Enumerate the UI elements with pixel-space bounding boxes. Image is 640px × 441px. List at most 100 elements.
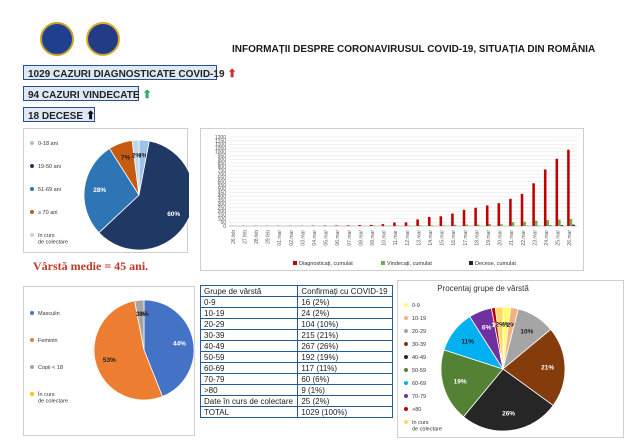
age-group-pie-data-label: 26% xyxy=(502,410,515,417)
bar-0 xyxy=(381,224,385,226)
age-group-pie-slice xyxy=(462,368,554,432)
x-tick-label: 02.mar xyxy=(289,230,295,246)
age-group-pie-data-label: 2% xyxy=(501,321,511,328)
bar-0 xyxy=(497,203,501,226)
bar-legend-label: Diagnosticați, cumulat xyxy=(299,261,353,267)
arrow-up-icon: ⬆ xyxy=(86,110,96,122)
age-group-pie-legend-label: 20-29 xyxy=(412,329,426,335)
table-row: 20-29 104 (10%) xyxy=(199,318,393,330)
y-tick-label: 700 xyxy=(218,172,227,178)
bar-0 xyxy=(555,158,559,226)
age-group-pie-legend-label: 60-69 xyxy=(412,381,426,387)
age-group-pie-legend-marker xyxy=(404,316,408,320)
x-tick-label: 10.mar xyxy=(382,230,388,246)
page-title: INFORMAȚII DESPRE CORONAVIRUSUL COVID-19… xyxy=(232,44,596,55)
bar-0 xyxy=(404,222,408,226)
x-tick-label: 24.mar xyxy=(544,230,550,246)
sex-pie-legend-label: În curs xyxy=(37,391,55,398)
age-group-table: Grupe de vârstă Confirmați cu COVID-19 0… xyxy=(199,285,393,418)
confirmed-cell: 1029 (100%) xyxy=(297,406,393,418)
age-group-cell: 60-69 xyxy=(199,362,299,374)
median-age-text: Vârstă medie = 45 ani. xyxy=(33,259,149,273)
age-pie-legend-label: ≥ 70 ani xyxy=(38,210,58,216)
bar-0 xyxy=(543,169,547,226)
table-row: 50-59 192 (19%) xyxy=(199,351,393,363)
bar-1 xyxy=(558,219,561,226)
table-header-age-group: Grupe de vârstă xyxy=(199,285,299,297)
x-tick-label: 26.mar xyxy=(567,230,573,246)
age-group-pie-legend-label: 30-39 xyxy=(412,342,426,348)
x-tick-label: 08.mar xyxy=(358,230,364,246)
age-pie-legend-label: 51-69 ani xyxy=(38,187,61,193)
sex-pie-legend-marker xyxy=(30,311,34,315)
age-group-cell: 0-9 xyxy=(199,296,299,308)
sex-pie-data-label: 3% xyxy=(136,311,146,318)
age-group-cell: TOTAL xyxy=(199,406,299,418)
recovered-count-badge: 94 CAZURI VINDECATE ⬆ xyxy=(23,86,152,101)
age-group-pie-slice xyxy=(502,328,566,407)
sex-pie-data-label: 53% xyxy=(103,357,116,364)
sex-pie-legend-marker xyxy=(30,338,34,342)
bar-0 xyxy=(451,213,454,226)
bar-0 xyxy=(393,222,396,226)
confirmed-cell: 117 (11%) xyxy=(297,362,393,374)
bar-legend-marker xyxy=(293,261,297,265)
sex-pie-slice xyxy=(93,300,163,401)
x-tick-label: 11.mar xyxy=(393,230,399,246)
age-pie-legend-label: 0-18 ani xyxy=(38,141,58,147)
age-pie-data-label: 3% xyxy=(138,153,148,160)
bar-legend-marker xyxy=(381,261,385,265)
x-tick-label: 09.mar xyxy=(370,230,376,246)
table-row: Date în curs de colectare 25 (2%) xyxy=(199,395,393,407)
bar-0 xyxy=(427,216,431,226)
bar-1 xyxy=(534,220,538,226)
age-pie-data-label: 2% xyxy=(132,152,142,159)
age-pie-legend-label: de colectare xyxy=(38,240,68,246)
age-group-percentage-pie-chart: Procentaj grupe de vârstă 2% 2% 10% 21% 26% 19… xyxy=(397,280,624,438)
age-pie-legend-marker xyxy=(30,164,34,168)
age-pie-svg: 0-18 ani 19-50 ani 51-69 ani ≥ 70 ani în cur… xyxy=(30,139,195,251)
bar-1 xyxy=(500,224,503,226)
age-group-pie-legend-marker xyxy=(404,407,408,411)
table-row: TOTAL 1029 (100%) xyxy=(199,406,393,418)
age-group-pie-data-label: 1% xyxy=(491,322,501,329)
age-group-cell: >80 xyxy=(199,384,299,396)
x-tick-label: 19.mar xyxy=(486,230,492,246)
arrow-up-icon: ⬆ xyxy=(227,68,237,80)
confirmed-cell: 192 (19%) xyxy=(297,351,393,363)
bar-0 xyxy=(474,207,477,226)
age-pie-slice xyxy=(98,140,195,251)
age-pie-legend-marker xyxy=(30,233,34,237)
x-tick-label: 04.mar xyxy=(312,230,318,246)
y-tick-label: 1000 xyxy=(215,150,226,156)
x-tick-label: 18.mar xyxy=(474,230,480,246)
age-group-pie-data-label: 11% xyxy=(461,339,474,346)
bar-1 xyxy=(488,224,492,226)
y-tick-label: 50 xyxy=(220,220,226,226)
age-group-pie-slice xyxy=(440,349,504,418)
age-group-pie-title: Procentaj grupe de vârstă xyxy=(437,284,529,293)
diagnosed-count-label: 1029 CAZURI DIAGNOSTICATE COVID-19 xyxy=(28,69,225,80)
y-tick-label: 250 xyxy=(218,205,227,211)
age-group-pie-legend-label: 10-19 xyxy=(412,316,426,322)
age-group-pie-data-label: 2% xyxy=(495,321,505,328)
table-row: >80 9 (1%) xyxy=(199,384,393,396)
confirmed-cell: 25 (2%) xyxy=(297,395,393,407)
x-tick-label: 05.mar xyxy=(324,230,330,246)
age-group-cell: 70-79 xyxy=(199,373,299,385)
age-pie-slice xyxy=(83,148,140,234)
y-tick-label: 300 xyxy=(218,202,227,208)
bar-2 xyxy=(572,224,575,226)
y-tick-label: 200 xyxy=(218,209,227,215)
age-group-pie-svg: Procentaj grupe de vârstă2%2%10%21%26%19… xyxy=(404,284,566,433)
x-tick-label: 26.feb xyxy=(231,230,237,244)
age-group-pie-data-label: 21% xyxy=(541,365,554,372)
bar-1 xyxy=(465,224,468,226)
bar-0 xyxy=(439,216,443,226)
sex-pie-data-label: 44% xyxy=(173,340,186,347)
age-group-pie-legend-marker xyxy=(404,381,408,385)
age-group-pie-legend-label: 0-9 xyxy=(412,303,420,309)
bar-1 xyxy=(546,220,550,226)
deaths-count-badge: 18 DECESE ⬆ xyxy=(23,107,95,122)
age-group-pie-legend-marker xyxy=(404,329,408,333)
